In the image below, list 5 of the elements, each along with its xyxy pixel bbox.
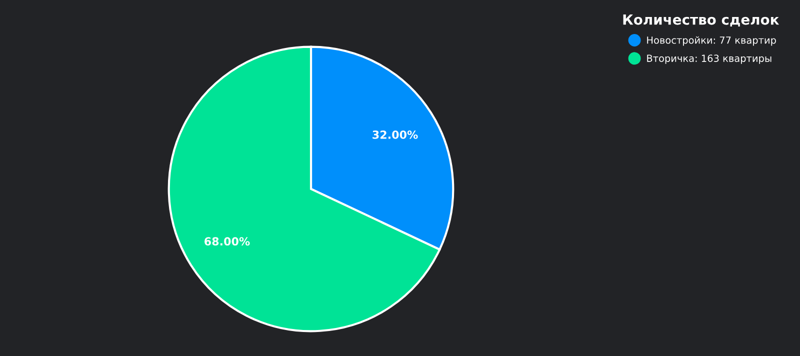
data-label: 32.00% bbox=[372, 130, 418, 139]
legend-title: Количество сделок bbox=[623, 14, 780, 27]
legend-label: Вторичка: 163 квартиры bbox=[647, 54, 772, 64]
legend-label: Новостройки: 77 квартир bbox=[647, 36, 776, 46]
data-label: 68.00% bbox=[204, 237, 250, 246]
